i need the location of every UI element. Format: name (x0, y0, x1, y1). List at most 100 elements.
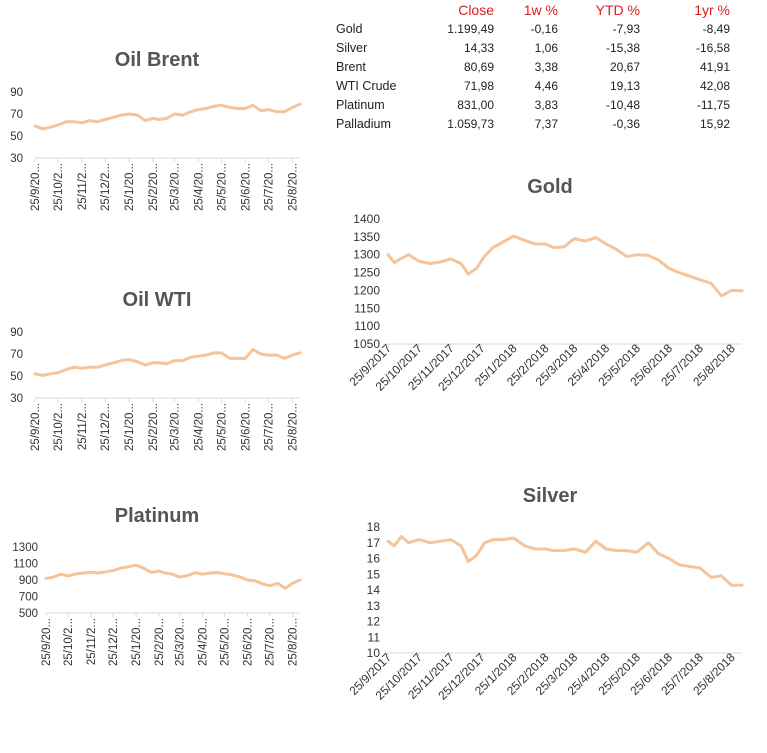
y-tick-label: 11 (368, 630, 381, 644)
x-tick-label: 25/11/2... (77, 163, 89, 210)
y-tick-label: 15 (367, 567, 381, 581)
series-line (386, 234, 744, 298)
x-tick-label: 25/8/20... (287, 163, 299, 211)
y-tick-label: 10 (367, 646, 381, 660)
x-tick-label: 25/10/2... (63, 618, 75, 666)
x-tick-label: 25/2/20... (154, 618, 166, 666)
table-row: WTI Crude 71,98 4,46 19,13 42,08 (336, 76, 730, 95)
y-tick-label: 1050 (353, 337, 380, 351)
x-tick-label: 25/3/20... (169, 163, 181, 211)
table-cell: 3,38 (534, 59, 558, 74)
x-tick-label: 25/12/2... (108, 618, 120, 666)
series-line (386, 535, 744, 587)
table-cell: -0,16 (530, 21, 558, 36)
table-row: Silver 14,33 1,06 -15,38 -16,58 (336, 38, 730, 57)
x-tick-label: 25/6/20... (243, 618, 255, 666)
x-tick-label: 25/7/20... (263, 163, 275, 211)
table-cell: Silver (336, 40, 368, 55)
table-cell: 14,33 (463, 40, 494, 55)
column-header: 1yr % (694, 1, 730, 18)
y-tick-label: 14 (367, 583, 381, 597)
y-tick-label: 50 (10, 131, 23, 143)
y-tick-label: 90 (10, 87, 23, 99)
table-header-row: Close 1w % YTD % 1yr % (336, 0, 730, 19)
table-cell: 80,69 (463, 59, 494, 74)
y-tick-label: 12 (367, 615, 381, 629)
x-tick-label: 25/4/20... (193, 163, 205, 211)
y-tick-label: 900 (19, 575, 38, 587)
chart-title: Oil Brent (115, 49, 200, 71)
table-cell: Gold (336, 21, 363, 36)
x-tick-label: 25/4/20... (193, 403, 205, 451)
y-tick-label: 18 (367, 520, 381, 534)
x-tick-label: 25/5/20... (220, 618, 232, 666)
y-tick-label: 30 (10, 393, 23, 405)
y-tick-label: 1300 (12, 542, 38, 554)
chart-title: Silver (523, 485, 578, 507)
x-tick-label: 25/11/2... (86, 618, 98, 665)
x-tick-label: 25/11/2... (77, 403, 89, 450)
y-tick-label: 13 (367, 599, 381, 613)
x-tick-label: 25/12/2... (100, 403, 112, 451)
x-tick-label: 25/6/20... (240, 163, 252, 211)
x-tick-label: 25/1/20... (124, 163, 136, 211)
y-tick-label: 1250 (353, 266, 380, 280)
y-tick-label: 50 (10, 371, 23, 383)
series-line (33, 102, 302, 131)
x-tick-label: 25/5/20... (216, 403, 228, 451)
table-cell: 41,91 (699, 59, 730, 74)
x-tick-label: 25/4/20... (198, 618, 210, 666)
x-tick-label: 25/9/20... (41, 618, 53, 666)
table-cell: -16,58 (695, 40, 730, 55)
table-row: Palladium 1.059,73 7,37 -0,36 15,92 (336, 114, 730, 133)
x-tick-label: 25/5/20... (216, 163, 228, 211)
table-cell: Palladium (336, 116, 391, 131)
table-cell: 20,67 (609, 59, 640, 74)
table-cell: Platinum (336, 97, 385, 112)
x-tick-label: 25/12/2... (100, 163, 112, 211)
x-tick-label: 25/10/2... (53, 163, 65, 211)
column-header: YTD % (595, 1, 640, 18)
x-tick-label: 25/8/20... (288, 618, 300, 666)
table-cell: 1,06 (534, 40, 558, 55)
table-cell: -7,93 (612, 21, 640, 36)
table-cell: 1.199,49 (447, 21, 494, 36)
table-cell: 19,13 (609, 78, 640, 93)
y-tick-label: 1100 (354, 319, 380, 333)
table-cell: -8,49 (702, 21, 730, 36)
table-cell: 7,37 (534, 116, 558, 131)
x-tick-label: 25/6/20... (240, 403, 252, 451)
chart-title: Oil WTI (123, 289, 192, 311)
y-tick-label: 1150 (354, 301, 380, 315)
y-tick-label: 500 (19, 608, 38, 620)
x-tick-label: 25/3/20... (175, 618, 187, 666)
table-cell: Brent (336, 59, 366, 74)
y-tick-label: 1400 (353, 212, 380, 226)
table-cell: 71,98 (463, 78, 494, 93)
x-tick-label: 25/2/20... (148, 163, 160, 211)
y-tick-label: 1350 (353, 230, 380, 244)
y-tick-label: 17 (367, 536, 381, 550)
table-cell: 4,46 (534, 78, 558, 93)
y-tick-label: 1200 (353, 283, 380, 297)
table-cell: WTI Crude (336, 78, 397, 93)
x-tick-label: 25/1/20... (131, 618, 143, 666)
series-line (33, 348, 302, 377)
table-row: Gold 1.199,49 -0,16 -7,93 -8,49 (336, 19, 730, 38)
x-tick-label: 25/8/20... (287, 403, 299, 451)
y-tick-label: 70 (10, 349, 23, 361)
chart-title: Platinum (115, 505, 199, 527)
column-header: 1w % (523, 1, 558, 18)
series-line (44, 563, 302, 590)
x-tick-label: 25/9/20... (30, 163, 42, 211)
column-header: Close (458, 1, 494, 18)
y-tick-label: 1100 (13, 559, 38, 571)
table-cell: -11,75 (696, 97, 730, 112)
x-tick-label: 25/9/20... (30, 403, 42, 451)
x-tick-label: 25/7/20... (263, 403, 275, 451)
table-cell: 42,08 (699, 78, 730, 93)
